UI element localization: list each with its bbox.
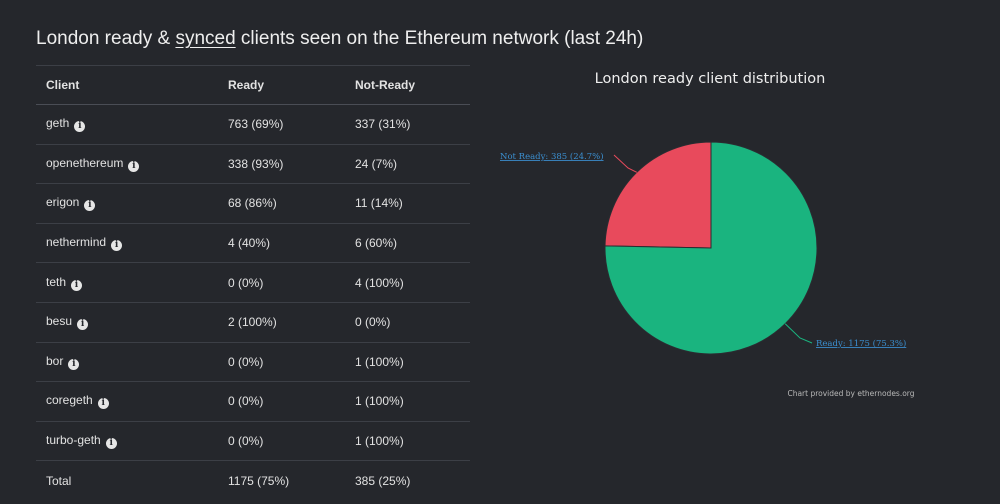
not-ready-cell: 1 (100%)	[345, 420, 470, 461]
table-row: teth i 0 (0%) 4 (100%)	[36, 262, 470, 303]
synced-link[interactable]: synced	[175, 28, 236, 49]
header-ready: Ready	[218, 65, 345, 105]
info-icon[interactable]: i	[97, 398, 109, 410]
client-name-cell: besu i	[36, 301, 218, 343]
info-icon[interactable]: i	[68, 358, 80, 370]
client-name: coregeth	[46, 393, 93, 408]
client-name: turbo-geth	[46, 433, 101, 448]
client-name-cell: nethermind i	[36, 222, 218, 263]
page-heading: London ready & synced clients seen on th…	[36, 28, 643, 50]
table-row: geth i 763 (69%) 337 (31%)	[36, 104, 470, 145]
ready-cell: 0 (0%)	[218, 341, 345, 382]
total-label: Total	[36, 460, 218, 500]
chart-credit[interactable]: Chart provided by ethernodes.org	[787, 389, 915, 398]
info-icon[interactable]: i	[84, 200, 96, 212]
not-ready-cell: 337 (31%)	[345, 104, 470, 145]
table-header-row: Client Ready Not-Ready	[36, 65, 470, 105]
client-name-cell: erigon i	[36, 183, 218, 224]
info-icon[interactable]: i	[105, 438, 117, 450]
ready-cell: 0 (0%)	[218, 420, 345, 461]
table-total-row: Total 1175 (75%) 385 (25%)	[36, 460, 470, 500]
info-icon[interactable]: i	[77, 319, 89, 331]
not-ready-cell: 6 (60%)	[345, 222, 470, 263]
client-name: erigon	[46, 195, 80, 210]
ready-cell: 338 (93%)	[218, 143, 345, 184]
table-row: erigon i 68 (86%) 11 (14%)	[36, 183, 470, 224]
pie-label-ready[interactable]: Ready: 1175 (75.3%)	[816, 338, 906, 349]
not-ready-cell: 1 (100%)	[345, 341, 470, 382]
client-name: openethereum	[46, 155, 124, 170]
info-icon[interactable]: i	[74, 121, 86, 133]
ready-cell: 2 (100%)	[218, 301, 345, 343]
not-ready-cell: 24 (7%)	[345, 143, 470, 184]
table-row: bor i 0 (0%) 1 (100%)	[36, 341, 470, 382]
client-name-cell: geth i	[36, 104, 218, 145]
chart-title: London ready client distribution	[594, 71, 826, 87]
ready-cell: 0 (0%)	[218, 381, 345, 422]
table-row: turbo-geth i 0 (0%) 1 (100%)	[36, 420, 470, 461]
table-row: openethereum i 338 (93%) 24 (7%)	[36, 143, 470, 184]
not-ready-cell: 0 (0%)	[345, 301, 470, 343]
heading-text-end: clients seen on the Ethereum network (la…	[235, 28, 644, 49]
ready-cell: 68 (86%)	[218, 183, 345, 224]
client-name-cell: turbo-geth i	[36, 420, 218, 461]
ready-cell: 0 (0%)	[218, 262, 345, 303]
ready-cell: 4 (40%)	[218, 222, 345, 263]
not-ready-cell: 11 (14%)	[345, 183, 470, 224]
info-icon[interactable]: i	[71, 279, 83, 291]
header-not-ready: Not-Ready	[345, 65, 470, 105]
heading-text-start: London ready &	[36, 28, 176, 49]
header-client: Client	[36, 65, 218, 105]
client-name-cell: coregeth i	[36, 381, 218, 422]
total-not-ready: 385 (25%)	[345, 460, 470, 500]
not-ready-cell: 1 (100%)	[345, 381, 470, 422]
client-name-cell: openethereum i	[36, 143, 218, 184]
info-icon[interactable]: i	[111, 240, 123, 252]
client-name-cell: teth i	[36, 262, 218, 303]
client-name: geth	[46, 116, 70, 131]
clients-table: Client Ready Not-Ready geth i 763 (69%) 337…	[36, 65, 470, 500]
total-ready: 1175 (75%)	[218, 460, 345, 500]
ready-cell: 763 (69%)	[218, 104, 345, 145]
client-name: teth	[46, 274, 67, 289]
pie-label-not-ready[interactable]: Not Ready: 385 (24.7%)	[500, 151, 604, 162]
pie-leader-line	[613, 154, 638, 173]
pie-slice-not-ready[interactable]	[604, 141, 712, 249]
client-name: bor	[46, 353, 64, 368]
not-ready-cell: 4 (100%)	[345, 262, 470, 303]
client-name: besu	[46, 314, 73, 329]
info-icon[interactable]: i	[128, 160, 140, 172]
table-row: nethermind i 4 (40%) 6 (60%)	[36, 222, 470, 263]
pie-slice-ready[interactable]	[604, 141, 818, 355]
table-row: besu i 2 (100%) 0 (0%)	[36, 301, 470, 343]
pie-leader-line	[784, 323, 813, 344]
client-name: nethermind	[46, 235, 107, 250]
table-row: coregeth i 0 (0%) 1 (100%)	[36, 381, 470, 422]
client-name-cell: bor i	[36, 341, 218, 382]
